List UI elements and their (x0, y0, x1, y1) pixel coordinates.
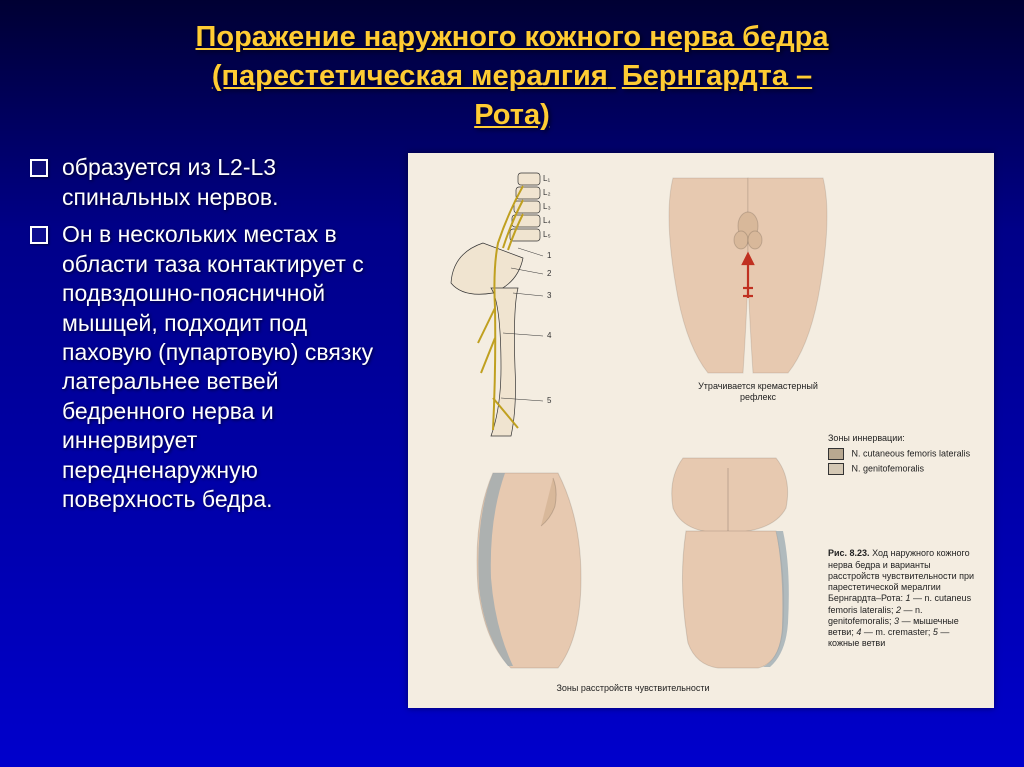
bullet-icon (30, 226, 48, 244)
legend-title: Зоны иннервации: (828, 433, 983, 443)
anterior-thigh-svg (463, 468, 593, 673)
svg-text:4: 4 (547, 331, 552, 340)
svg-text:3: 3 (547, 291, 552, 300)
legend-label-2: N. genitofemoralis (852, 463, 925, 473)
svg-text:1: 1 (547, 251, 552, 260)
figure-caption-text: Ход наружного кожного нерва бедра и вари… (828, 548, 974, 648)
title-line-3: Рота) (474, 99, 550, 131)
legend-swatch-1 (828, 448, 844, 460)
bullet-list: образуется из L2-L3 спинальных нервов. О… (30, 153, 390, 708)
cremaster-reflex-diagram (653, 168, 843, 378)
reflex-caption: Утрачивается кремастерный рефлекс (683, 381, 833, 402)
bullet-text-2: Он в нескольких местах в области таза ко… (62, 220, 390, 514)
zones-caption: Зоны расстройств чувствительности (523, 683, 743, 693)
legend-swatch-2 (828, 463, 844, 475)
svg-text:L₄: L₄ (543, 216, 551, 225)
list-item: образуется из L2-L3 спинальных нервов. (30, 153, 390, 212)
svg-text:L₃: L₃ (543, 202, 551, 211)
legend-block: Зоны иннервации: N. cutaneous femoris la… (828, 433, 983, 474)
svg-text:5: 5 (547, 396, 552, 405)
figure-caption: Рис. 8.23. Ход наружного кожного нерва б… (828, 548, 983, 649)
title-line-1: Поражение наружного кожного нерва бедра (196, 21, 829, 53)
slide-title: Поражение наружного кожного нерва бедра … (30, 18, 994, 135)
slide-root: Поражение наружного кожного нерва бедра … (0, 0, 1024, 767)
list-item: Он в нескольких местах в области таза ко… (30, 220, 390, 514)
svg-text:2: 2 (547, 269, 552, 278)
posterior-thigh-diagram (658, 453, 808, 673)
svg-text:L₁: L₁ (543, 174, 550, 183)
anterior-thigh-diagram (463, 468, 593, 673)
nerve-svg: L₁ L₂ L₃ L₄ L₅ 1 2 3 4 5 (423, 168, 603, 443)
svg-text:L₅: L₅ (543, 230, 551, 239)
figure-panel: L₁ L₂ L₃ L₄ L₅ 1 2 3 4 5 (408, 153, 994, 708)
bullet-icon (30, 159, 48, 177)
svg-text:L₂: L₂ (543, 188, 551, 197)
reflex-svg (653, 168, 843, 378)
legend-item-1: N. cutaneous femoris lateralis (828, 448, 983, 460)
slide-body: образуется из L2-L3 спинальных нервов. О… (30, 153, 994, 708)
bullet-text-1: образуется из L2-L3 спинальных нервов. (62, 153, 390, 212)
title-line-2b: Бернгардта – (622, 60, 812, 92)
posterior-thigh-svg (658, 453, 808, 673)
nerve-anatomy-diagram: L₁ L₂ L₃ L₄ L₅ 1 2 3 4 5 (423, 168, 603, 443)
legend-item-2: N. genitofemoralis (828, 463, 983, 475)
legend-label-1: N. cutaneous femoris lateralis (852, 448, 971, 458)
title-line-2a: (парестетическая мералгия (212, 60, 608, 92)
